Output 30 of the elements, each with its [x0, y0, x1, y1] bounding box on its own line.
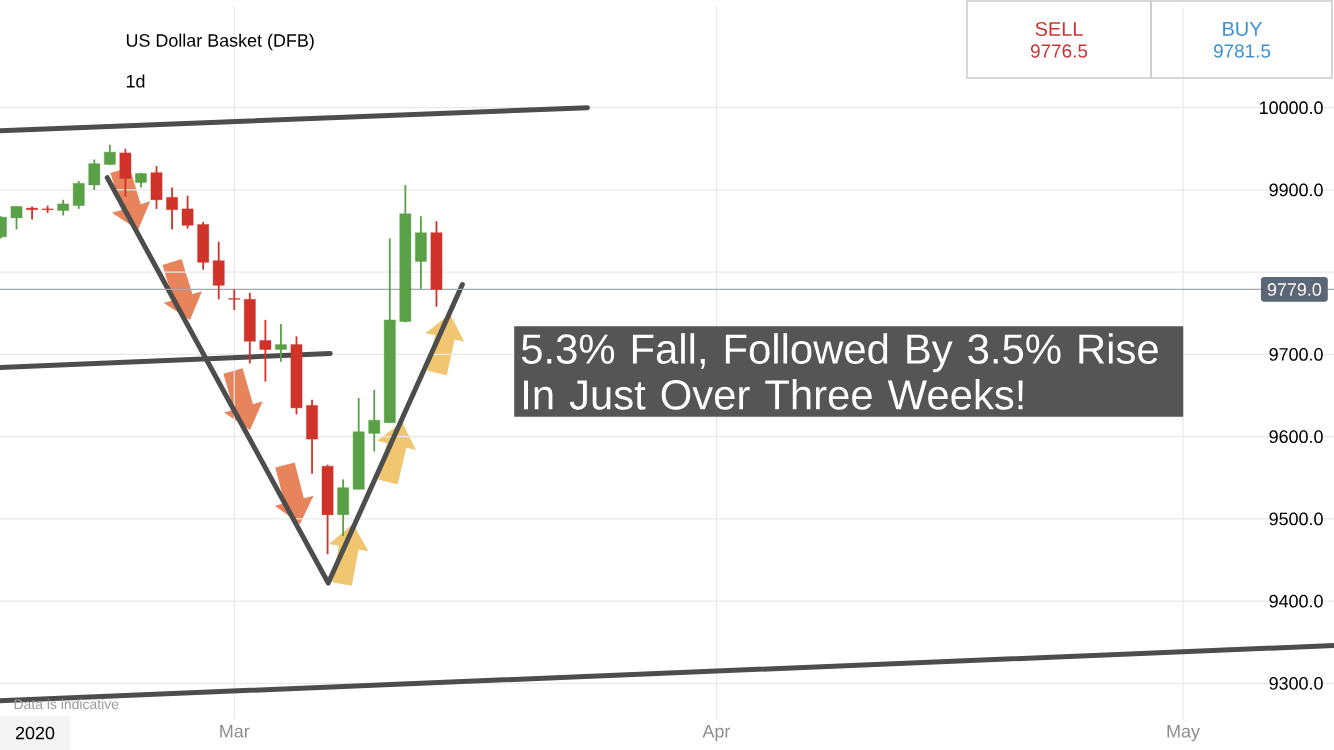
candlestick [72, 180, 85, 210]
candlestick [181, 194, 194, 230]
y-tick-label: 9500.0 [1269, 512, 1323, 526]
y-tick-label: 9400.0 [1269, 594, 1323, 608]
annotation: SELL [1035, 21, 1083, 37]
candlestick [26, 205, 38, 221]
annotation: 9781.5 [1213, 44, 1271, 58]
candlestick [166, 186, 178, 231]
ref-line-label: 9779.0 [1267, 283, 1322, 296]
candlestick [88, 158, 101, 191]
y-tick-label: 9300.0 [1269, 677, 1323, 690]
annotation: BUY [1223, 22, 1263, 36]
text: 1d [126, 74, 145, 88]
y-tick-label: 10000.0 [1260, 101, 1323, 115]
candlestick [228, 288, 241, 311]
candlestick [368, 388, 381, 453]
annotation: 5.3% Fall, Followed By 3.5% Rise In Just Over Three Weeks! [521, 333, 1158, 410]
text: 2020 [15, 726, 55, 740]
y-tick-label: 9600.0 [1269, 430, 1323, 444]
y-tick-label: 9700.0 [1269, 348, 1323, 361]
candlestick [259, 318, 272, 383]
x-tick-label: Mar [220, 725, 250, 738]
annotation: Data is indicative [14, 698, 119, 710]
x-tick-label: May [1167, 725, 1200, 742]
text: US Dollar Basket (DFB) [126, 33, 314, 51]
y-tick-label: 9900.0 [1269, 183, 1323, 197]
candlestick [10, 205, 23, 231]
candlestick [275, 323, 287, 363]
annotation: 9776.5 [1030, 44, 1088, 58]
x-tick-label: Apr [702, 725, 731, 742]
